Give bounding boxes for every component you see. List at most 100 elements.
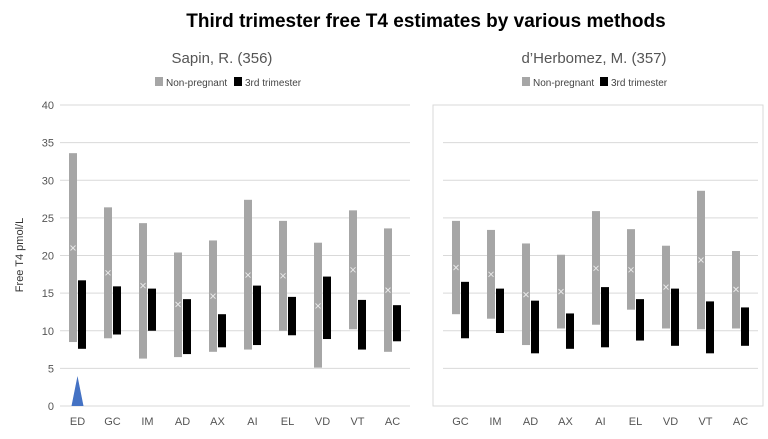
x-tick-label: IM [489,416,501,428]
bar-3rd-trimester-vt [358,299,366,350]
panel-title-sapin: Sapin, R. (356) [172,50,273,67]
mean-marker-ed [70,245,76,251]
mean-marker-stroke [663,284,669,290]
legend-label-3rd-trimester: 3rd trimester [611,78,668,89]
x-tick-label: AI [247,416,257,428]
bar-3rd-trimester-vd [671,288,679,346]
legend-swatch-3rd-trimester [234,77,242,86]
bar-3rd-trimester-el [636,299,644,341]
mean-marker-stroke [733,286,739,293]
legend-label-3rd-trimester: 3rd trimester [245,78,302,89]
x-tick-label: AC [385,416,400,428]
x-tick-label: AD [175,416,190,428]
bar-3rd-trimester-ai [601,287,609,348]
x-tick-label: IM [141,416,153,428]
mean-marker-ad [175,301,181,308]
x-tick-label: EL [629,416,642,428]
mean-marker-stroke [70,245,76,251]
mean-marker-stroke [558,288,564,295]
bar-3rd-trimester-ac [393,305,401,342]
bar-3rd-trimester-gc [113,286,121,335]
y-axis-label: Free T4 pmol/L [14,218,26,292]
bar-non-pregnant-vd [314,242,322,368]
bar-3rd-trimester-ax [566,313,574,349]
plot-area-sapin: ED GC IM AD AX AI EL VD VT AC [60,104,410,428]
mean-marker-vt [350,266,356,273]
y-tick-label: 5 [48,363,54,375]
bar-3rd-trimester-vt [706,301,714,354]
legend-label-non-pregnant: Non-pregnant [533,78,594,89]
mean-marker-stroke [350,266,356,273]
x-tick-label: AI [595,416,605,428]
x-tick-label: AD [523,416,538,428]
mean-marker-vd [663,284,669,290]
panel-title-dherbomez: d’Herbomez, M. (357) [521,50,666,67]
bar-3rd-trimester-gc [461,281,469,339]
mean-marker-stroke [175,301,181,308]
legend-sapin: Non-pregnant 3rd trimester [155,77,302,89]
mean-marker-stroke [698,257,704,263]
y-tick-label: 40 [42,100,54,112]
mean-marker-ad [523,291,529,298]
x-tick-label: EL [281,416,294,428]
mean-marker-stroke [488,271,494,278]
mean-marker-ax [210,293,216,299]
bar-3rd-trimester-im [496,288,504,334]
x-tick-label: VD [663,416,678,428]
bar-3rd-trimester-im [148,288,156,331]
x-tick-label: VT [698,416,712,428]
mean-marker-gc [105,269,111,276]
x-tick-label: ED [70,416,85,428]
x-tick-label: GC [452,416,469,428]
legend-swatch-3rd-trimester [600,77,608,86]
mean-marker-im [488,271,494,278]
panel-dherbomez: d’Herbomez, M. (357) Non-pregnant 3rd tr… [432,50,764,428]
mean-marker-gc [453,264,459,271]
bar-3rd-trimester-ai [253,285,261,346]
y-tick-label: 35 [42,138,54,150]
y-tick-label: 15 [42,288,54,300]
chart-title: Third trimester free T4 estimates by var… [186,11,665,32]
legend-label-non-pregnant: Non-pregnant [166,78,227,89]
mean-marker-stroke [628,266,634,273]
x-tick-label: VT [350,416,364,428]
mean-marker-stroke [453,264,459,271]
legend-dherbomez: Non-pregnant 3rd trimester [522,77,668,89]
x-tick-label: AX [210,416,225,428]
plot-area-dherbomez: GC IM AD AX AI EL VD VT AC [443,104,758,428]
mean-marker-stroke [245,272,251,278]
y-tick-label: 20 [42,251,54,263]
mean-marker-ax [558,288,564,295]
bar-3rd-trimester-ad [531,300,539,354]
mean-marker-ai [593,265,599,272]
panel-sapin: Sapin, R. (356) Non-pregnant 3rd trimest… [60,50,410,428]
legend-swatch-non-pregnant [155,77,163,86]
mean-marker-stroke [593,265,599,272]
mean-marker-stroke [523,291,529,298]
bar-3rd-trimester-ed [78,280,86,349]
y-axis-ticks: 0 5 10 15 20 25 30 35 40 [42,100,54,413]
mean-marker-ai [245,272,251,278]
mean-marker-ac [385,287,391,293]
arrow-marker [71,376,84,406]
x-tick-label: GC [104,416,121,428]
mean-marker-el [280,272,286,279]
x-tick-label: AX [558,416,573,428]
mean-marker-stroke [385,287,391,293]
mean-marker-im [140,282,146,289]
y-tick-label: 25 [42,213,54,225]
mean-marker-stroke [280,272,286,279]
mean-marker-stroke [315,303,321,309]
bar-3rd-trimester-ad [183,299,191,355]
y-tick-label: 0 [48,401,54,413]
mean-marker-vt [698,257,704,263]
y-tick-label: 10 [42,326,54,338]
legend-swatch-non-pregnant [522,77,530,86]
mean-marker-stroke [210,293,216,299]
mean-marker-el [628,266,634,273]
mean-marker-vd [315,303,321,309]
bar-3rd-trimester-vd [323,276,331,340]
mean-marker-stroke [105,269,111,276]
x-tick-label: VD [315,416,330,428]
